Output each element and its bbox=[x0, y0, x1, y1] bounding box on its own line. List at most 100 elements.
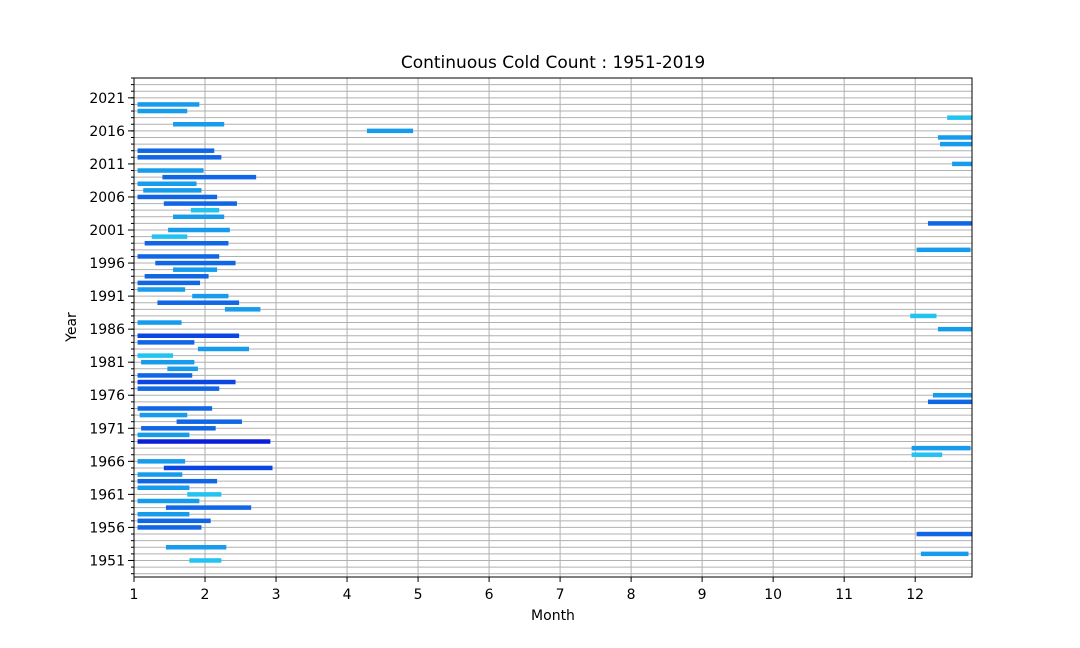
cold-spell-bar bbox=[163, 465, 273, 471]
x-tick-label: 7 bbox=[556, 587, 565, 603]
cold-spell-bar bbox=[141, 359, 195, 365]
cold-spell-bar bbox=[916, 247, 971, 253]
cold-spell-bar bbox=[173, 267, 218, 272]
cold-spell-bar bbox=[137, 254, 220, 259]
y-tick-label: 1991 bbox=[89, 289, 125, 305]
cold-spell-bar bbox=[155, 260, 236, 266]
y-tick-label: 1976 bbox=[89, 388, 125, 404]
cold-spell-bar bbox=[139, 412, 188, 418]
cold-spell-bar bbox=[927, 399, 972, 405]
cold-spell-bar bbox=[137, 525, 202, 530]
y-tick-label: 1981 bbox=[89, 355, 125, 371]
cold-spell-bar bbox=[952, 161, 972, 167]
cold-spell-bar bbox=[141, 426, 216, 431]
cold-spell-bar bbox=[224, 307, 261, 312]
cold-spell-bar bbox=[137, 287, 186, 292]
chart-title: Continuous Cold Count : 1951-2019 bbox=[401, 53, 705, 73]
cold-spell-bar bbox=[137, 148, 215, 153]
cold-spell-bar bbox=[137, 340, 195, 345]
x-axis-label: Month bbox=[531, 608, 575, 624]
cold-spell-bar bbox=[937, 135, 972, 140]
y-tick-label: 1951 bbox=[89, 553, 125, 569]
cold-spell-bar bbox=[176, 419, 242, 424]
x-tick-label: 12 bbox=[906, 587, 924, 603]
cold-spell-bar bbox=[940, 141, 972, 147]
cold-spell-bar bbox=[137, 478, 218, 484]
y-tick-label: 1966 bbox=[89, 454, 125, 470]
x-axis-ticks: 1 2 3 4 5 6 7 8 9 10 11 12 bbox=[130, 577, 924, 603]
y-tick-label: 1961 bbox=[89, 487, 125, 503]
x-tick-label: 5 bbox=[414, 587, 423, 603]
y-tick-label: 1971 bbox=[89, 421, 125, 437]
cold-spell-bar bbox=[137, 155, 222, 160]
cold-spell-bar bbox=[173, 214, 225, 220]
cold-spell-bar bbox=[137, 472, 183, 477]
cold-spell-bar bbox=[932, 392, 972, 398]
cold-spell-bar bbox=[165, 545, 227, 550]
y-tick-label: 1986 bbox=[89, 322, 125, 338]
plot-frame bbox=[133, 77, 973, 578]
cold-spell-bar bbox=[916, 531, 972, 537]
cold-spell-bar bbox=[137, 379, 236, 385]
cold-spell-bar bbox=[137, 181, 197, 186]
cold-spell-bar bbox=[137, 102, 200, 107]
x-tick-label: 8 bbox=[627, 587, 636, 603]
x-tick-label: 1 bbox=[130, 587, 139, 603]
cold-spell-bar bbox=[151, 234, 188, 239]
cold-spell-bar bbox=[157, 300, 240, 305]
cold-spell-bar bbox=[137, 386, 220, 391]
y-axis-ticks: 1951 1956 1961 1966 1971 1976 1981 1986 1991 1996… bbox=[89, 77, 134, 575]
y-tick-label: 2021 bbox=[89, 91, 125, 107]
cold-spell-bar bbox=[911, 452, 943, 457]
cold-spell-bar bbox=[947, 115, 972, 120]
cold-spell-bar bbox=[137, 459, 186, 464]
y-tick-label: 2006 bbox=[89, 190, 125, 206]
cold-spell-bar bbox=[137, 518, 211, 524]
cold-spell-bars bbox=[137, 102, 972, 563]
y-tick-label: 2011 bbox=[89, 157, 125, 173]
cold-spell-bar bbox=[190, 207, 220, 213]
cold-spell-bar bbox=[167, 366, 198, 372]
cold-spell-bar bbox=[144, 240, 229, 246]
cold-spell-bar bbox=[137, 320, 182, 325]
cold-spell-bar bbox=[143, 188, 202, 193]
y-tick-label: 1956 bbox=[89, 520, 125, 536]
x-tick-label: 11 bbox=[835, 587, 853, 603]
cold-spell-bar bbox=[137, 498, 200, 504]
y-tick-label: 1996 bbox=[89, 256, 125, 272]
cold-spell-bar bbox=[137, 333, 240, 339]
cold-spell-bar bbox=[927, 221, 972, 226]
horizontal-gridlines bbox=[134, 77, 972, 575]
x-tick-label: 2 bbox=[201, 587, 210, 603]
y-tick-label: 2001 bbox=[89, 223, 125, 239]
cold-spell-bar bbox=[165, 505, 252, 510]
x-tick-label: 4 bbox=[343, 587, 352, 603]
cold-spell-bar bbox=[137, 108, 188, 114]
x-tick-label: 10 bbox=[764, 587, 782, 603]
cold-spell-bar bbox=[137, 373, 193, 378]
cold-spell-bar bbox=[173, 122, 225, 127]
cold-spell-bar bbox=[911, 445, 971, 451]
cold-spell-bar bbox=[192, 293, 229, 299]
cold-spell-bar bbox=[162, 174, 257, 180]
cold-spell-bar bbox=[910, 313, 937, 319]
x-tick-label: 3 bbox=[272, 587, 281, 603]
cold-spell-bar bbox=[137, 280, 201, 286]
cold-spell-bar bbox=[137, 194, 218, 200]
cold-spell-bar bbox=[366, 128, 414, 134]
cold-spell-bar bbox=[197, 346, 250, 352]
y-axis-label: Year bbox=[64, 312, 80, 343]
cold-spell-bar bbox=[168, 227, 230, 233]
cold-spell-bar bbox=[137, 168, 204, 173]
cold-spell-bar bbox=[137, 485, 190, 491]
x-tick-label: 9 bbox=[698, 587, 707, 603]
cold-spell-bar bbox=[137, 353, 174, 358]
cold-spell-bar bbox=[137, 511, 190, 517]
cold-spell-bar bbox=[137, 406, 213, 411]
y-tick-label: 2016 bbox=[89, 124, 125, 140]
cold-spell-bar bbox=[163, 201, 237, 206]
cold-spell-bar bbox=[920, 551, 969, 557]
cold-spell-bar bbox=[137, 432, 190, 438]
cold-spell-bar bbox=[187, 492, 222, 497]
